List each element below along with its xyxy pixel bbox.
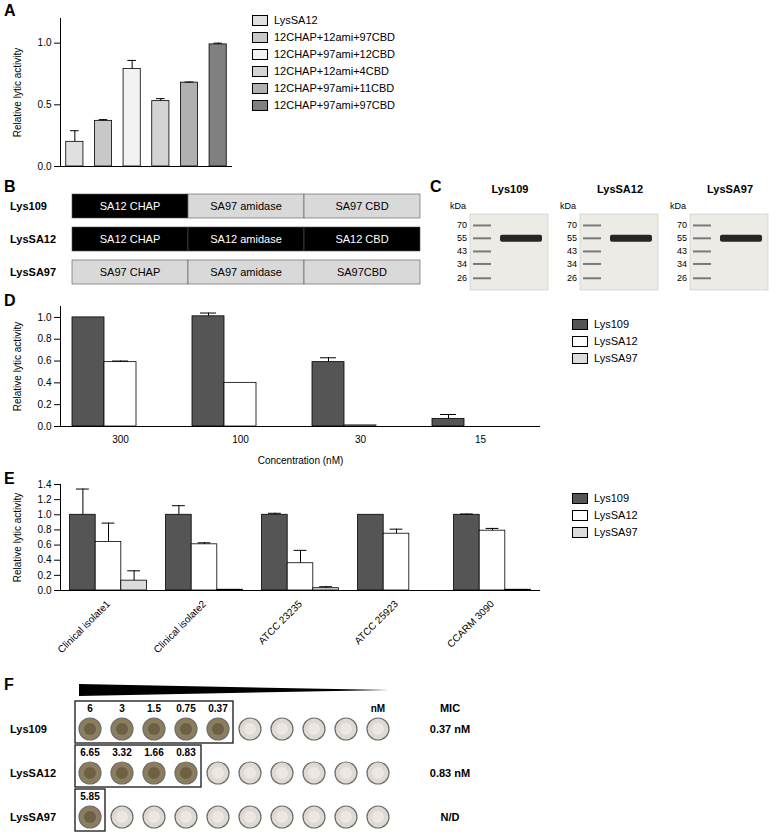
svg-text:LysSA97: LysSA97 (10, 266, 56, 278)
svg-text:SA97 CHAP: SA97 CHAP (100, 266, 161, 278)
svg-text:5.85: 5.85 (80, 791, 100, 802)
svg-text:LysSA12: LysSA12 (10, 767, 56, 779)
svg-text:55: 55 (677, 233, 687, 243)
svg-text:34: 34 (567, 259, 577, 269)
html-text:D: D (4, 292, 16, 309)
svg-text:1.0: 1.0 (38, 509, 52, 520)
svg-text:0.83: 0.83 (176, 747, 196, 758)
svg-text:70: 70 (457, 220, 467, 230)
svg-text:LysSA97: LysSA97 (10, 811, 56, 823)
html-text:12CHAP+97ami+11CBD: 12CHAP+97ami+11CBD (274, 82, 395, 94)
svg-text:Clinical isolate1: Clinical isolate1 (55, 598, 112, 655)
svg-text:1.0: 1.0 (38, 37, 52, 48)
svg-text:Clinical isolate2: Clinical isolate2 (151, 598, 208, 655)
svg-text:SA97 CBD: SA97 CBD (335, 200, 388, 212)
svg-text:0.37: 0.37 (208, 703, 228, 714)
html-text:C: C (430, 178, 442, 195)
svg-text:26: 26 (567, 273, 577, 283)
svg-text:0.8: 0.8 (38, 524, 52, 535)
svg-text:0.2: 0.2 (38, 570, 52, 581)
svg-text:15: 15 (475, 434, 487, 445)
svg-text:SA97 amidase: SA97 amidase (210, 266, 282, 278)
svg-text:0.0: 0.0 (38, 585, 52, 596)
svg-text:LysSA97: LysSA97 (707, 183, 753, 195)
svg-text:0.75: 0.75 (176, 703, 196, 714)
svg-text:1.4: 1.4 (38, 479, 52, 490)
svg-text:1.0: 1.0 (38, 312, 52, 323)
svg-text:kDa: kDa (670, 201, 686, 211)
svg-text:ATCC 25923: ATCC 25923 (352, 598, 400, 646)
html-text:LysSA12: LysSA12 (274, 14, 318, 26)
svg-text:70: 70 (567, 220, 577, 230)
svg-text:SA12 amidase: SA12 amidase (210, 233, 282, 245)
html-text:A: A (4, 2, 16, 19)
svg-text:SA97CBD: SA97CBD (337, 266, 387, 278)
html-text:12CHAP+97ami+97CBD: 12CHAP+97ami+97CBD (274, 99, 396, 111)
svg-text:0.6: 0.6 (38, 539, 52, 550)
svg-text:SA12 CBD: SA12 CBD (335, 233, 388, 245)
html-text:12CHAP+12ami+4CBD: 12CHAP+12ami+4CBD (274, 65, 389, 77)
html-text:12CHAP+97ami+12CBD: 12CHAP+97ami+12CBD (274, 48, 396, 60)
svg-text:kDa: kDa (560, 201, 576, 211)
html-text:Lys109: Lys109 (594, 492, 630, 504)
svg-text:55: 55 (457, 233, 467, 243)
html-text:12CHAP+12ami+97CBD: 12CHAP+12ami+97CBD (274, 31, 396, 43)
svg-text:LysSA12: LysSA12 (597, 183, 643, 195)
svg-text:MIC: MIC (440, 702, 460, 714)
svg-text:300: 300 (112, 434, 129, 445)
svg-text:Relative lytic activity: Relative lytic activity (12, 48, 23, 137)
svg-text:0.6: 0.6 (38, 355, 52, 366)
html-text:LysSA12: LysSA12 (594, 335, 638, 347)
svg-text:3: 3 (119, 703, 125, 714)
svg-text:26: 26 (457, 273, 467, 283)
svg-text:43: 43 (457, 246, 467, 256)
html-text:LysSA97: LysSA97 (594, 526, 638, 538)
svg-text:0.2: 0.2 (38, 399, 52, 410)
html-text:B: B (4, 178, 16, 195)
svg-text:ATCC 23235: ATCC 23235 (256, 598, 304, 646)
svg-text:LysSA12: LysSA12 (10, 233, 56, 245)
svg-text:Relative lytic activity: Relative lytic activity (12, 493, 23, 582)
svg-text:0.37 nM: 0.37 nM (430, 723, 470, 735)
svg-text:Concentration (nM): Concentration (nM) (258, 455, 344, 466)
svg-text:0.0: 0.0 (38, 161, 52, 172)
svg-text:1.2: 1.2 (38, 494, 52, 505)
svg-text:SA97 amidase: SA97 amidase (210, 200, 282, 212)
svg-text:1.5: 1.5 (147, 703, 161, 714)
svg-text:Relative lytic activity: Relative lytic activity (12, 322, 23, 411)
svg-text:0.8: 0.8 (38, 333, 52, 344)
svg-text:70: 70 (677, 220, 687, 230)
svg-text:SA12 CHAP: SA12 CHAP (100, 200, 161, 212)
svg-text:55: 55 (567, 233, 577, 243)
svg-text:43: 43 (567, 246, 577, 256)
svg-text:1.66: 1.66 (144, 747, 164, 758)
svg-text:CCARM 3090: CCARM 3090 (445, 598, 497, 650)
svg-text:3.32: 3.32 (112, 747, 132, 758)
svg-text:34: 34 (677, 259, 687, 269)
svg-text:0.4: 0.4 (38, 554, 52, 565)
svg-text:nM: nM (371, 703, 385, 714)
svg-text:0.4: 0.4 (38, 377, 52, 388)
svg-text:6.65: 6.65 (80, 747, 100, 758)
svg-text:Lys109: Lys109 (10, 200, 47, 212)
html-text:Lys109: Lys109 (594, 318, 630, 330)
svg-text:30: 30 (355, 434, 367, 445)
svg-text:Lys109: Lys109 (492, 183, 529, 195)
svg-text:0.5: 0.5 (38, 99, 52, 110)
svg-text:26: 26 (677, 273, 687, 283)
svg-text:100: 100 (232, 434, 249, 445)
html-text:LysSA97: LysSA97 (594, 352, 638, 364)
svg-text:SA12 CHAP: SA12 CHAP (100, 233, 161, 245)
html-text:F: F (4, 676, 14, 693)
svg-text:34: 34 (457, 259, 467, 269)
svg-text:N/D: N/D (441, 811, 460, 823)
html-text:LysSA12: LysSA12 (594, 509, 638, 521)
svg-text:6: 6 (87, 703, 93, 714)
svg-text:43: 43 (677, 246, 687, 256)
svg-text:0.0: 0.0 (38, 421, 52, 432)
svg-text:0.83 nM: 0.83 nM (430, 767, 470, 779)
svg-text:kDa: kDa (450, 201, 466, 211)
svg-text:Lys109: Lys109 (10, 723, 47, 735)
html-text:E: E (4, 470, 15, 487)
